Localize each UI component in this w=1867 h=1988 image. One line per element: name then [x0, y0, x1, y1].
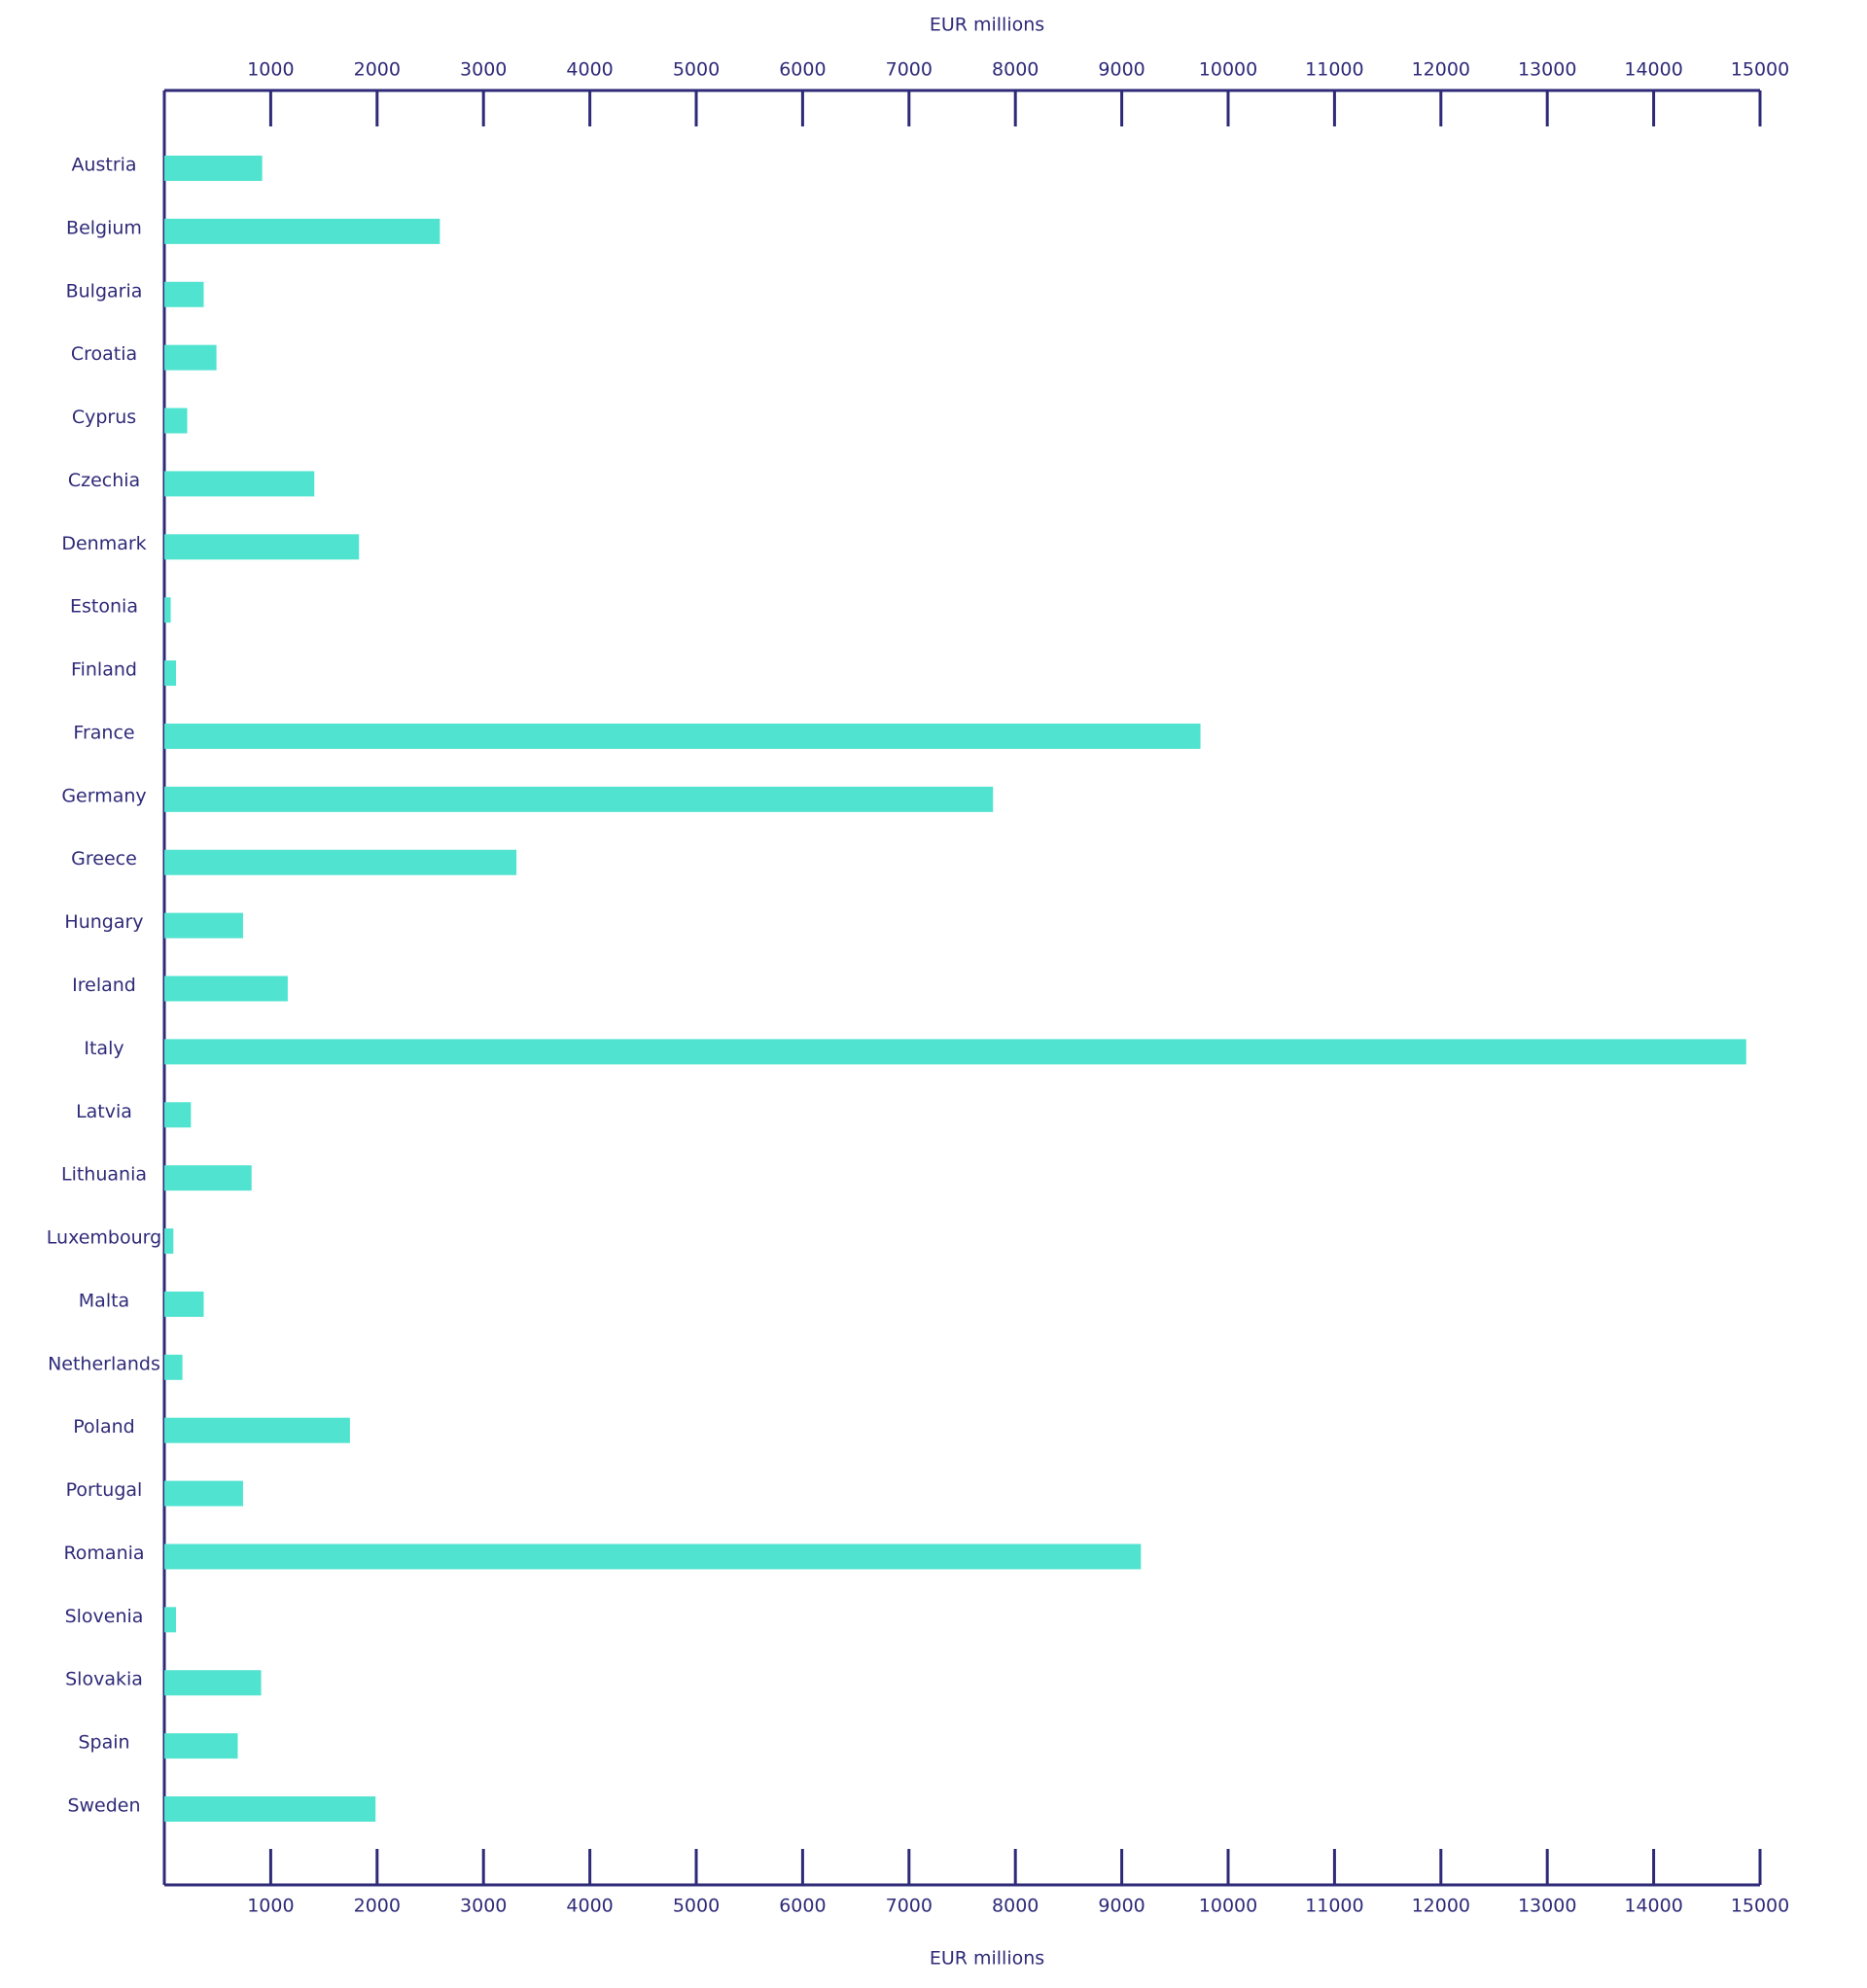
bar — [164, 1165, 252, 1191]
bar — [164, 1480, 243, 1507]
x-tick-label: 15000 — [1731, 59, 1789, 81]
x-tick-label: 6000 — [779, 59, 826, 81]
x-tick-label: 10000 — [1199, 1896, 1257, 1917]
bar — [164, 1354, 183, 1380]
x-tick-label: 6000 — [779, 1896, 826, 1917]
x-tick-label: 9000 — [1098, 59, 1145, 81]
y-tick-label: Slovakia — [65, 1669, 143, 1690]
x-tick-label: 2000 — [354, 1896, 401, 1917]
bar — [164, 849, 517, 875]
x-tick-label: 3000 — [460, 1896, 507, 1917]
y-tick-label: Romania — [63, 1543, 144, 1564]
y-tick-label: Bulgaria — [66, 280, 143, 302]
y-tick-label: Lithuania — [61, 1164, 147, 1186]
bar — [164, 1733, 238, 1759]
x-tick-label: 4000 — [566, 59, 613, 81]
x-tick-label: 5000 — [673, 59, 720, 81]
x-tick-label: 7000 — [886, 59, 933, 81]
bar — [164, 1291, 204, 1317]
bar — [164, 344, 217, 371]
y-tick-label: Malta — [79, 1290, 129, 1311]
bar — [164, 660, 177, 687]
y-tick-label: Slovenia — [65, 1606, 144, 1627]
bar — [164, 1796, 376, 1822]
x-tick-label: 11000 — [1305, 1896, 1363, 1917]
y-tick-label: Estonia — [70, 596, 138, 618]
bar — [164, 597, 171, 623]
y-tick-label: Latvia — [76, 1101, 132, 1122]
bar — [164, 408, 188, 434]
bar — [164, 1102, 192, 1128]
y-tick-label: Austria — [71, 155, 136, 176]
y-tick-label: Denmark — [61, 533, 146, 554]
x-tick-label: 15000 — [1731, 1896, 1789, 1917]
y-tick-label: Croatia — [71, 343, 137, 365]
x-tick-label: 10000 — [1199, 59, 1257, 81]
y-tick-label: Cyprus — [72, 407, 136, 428]
bar — [164, 786, 994, 812]
x-tick-label: 12000 — [1412, 59, 1470, 81]
y-tick-label: Ireland — [72, 975, 136, 996]
y-tick-label: Luxembourg — [47, 1227, 161, 1249]
x-axis-title-top: EUR millions — [930, 15, 1044, 36]
bar — [164, 218, 440, 244]
x-tick-label: 1000 — [247, 59, 294, 81]
x-tick-label: 3000 — [460, 59, 507, 81]
x-tick-label: 14000 — [1624, 1896, 1682, 1917]
bar — [164, 1228, 174, 1255]
y-tick-label: Spain — [78, 1732, 129, 1754]
x-tick-label: 2000 — [354, 59, 401, 81]
bar — [164, 723, 1201, 749]
y-tick-label: Netherlands — [48, 1353, 160, 1374]
y-tick-label: Czechia — [68, 470, 140, 491]
y-tick-label: Germany — [61, 785, 146, 806]
x-tick-label: 13000 — [1518, 1896, 1576, 1917]
x-tick-label: 11000 — [1305, 59, 1363, 81]
y-tick-label: Belgium — [66, 217, 142, 238]
y-tick-label: Hungary — [64, 911, 143, 933]
x-tick-label: 7000 — [886, 1896, 933, 1917]
y-tick-label: Italy — [84, 1038, 123, 1059]
x-tick-label: 8000 — [992, 1896, 1039, 1917]
x-tick-label: 1000 — [247, 1896, 294, 1917]
y-tick-label: Finland — [71, 659, 137, 681]
x-tick-label: 4000 — [566, 1896, 613, 1917]
x-tick-label: 14000 — [1624, 59, 1682, 81]
x-tick-label: 5000 — [673, 1896, 720, 1917]
y-tick-label: Greece — [71, 848, 137, 870]
x-axis-title-bottom: EUR millions — [930, 1948, 1044, 1970]
bar — [164, 1670, 262, 1696]
bar — [164, 1607, 177, 1633]
bar — [164, 281, 204, 307]
bar — [164, 1417, 350, 1443]
bar — [164, 1039, 1746, 1065]
y-tick-label: France — [73, 722, 134, 743]
bar — [164, 156, 263, 181]
bar — [164, 912, 243, 939]
y-tick-label: Sweden — [67, 1795, 140, 1817]
x-tick-label: 8000 — [992, 59, 1039, 81]
x-tick-label: 12000 — [1412, 1896, 1470, 1917]
x-tick-label: 9000 — [1098, 1896, 1145, 1917]
y-tick-label: Portugal — [66, 1479, 143, 1501]
y-tick-label: Poland — [73, 1416, 134, 1438]
bar — [164, 1544, 1142, 1570]
x-tick-label: 13000 — [1518, 59, 1576, 81]
bar — [164, 471, 315, 497]
bar — [164, 976, 288, 1002]
bar — [164, 534, 360, 560]
